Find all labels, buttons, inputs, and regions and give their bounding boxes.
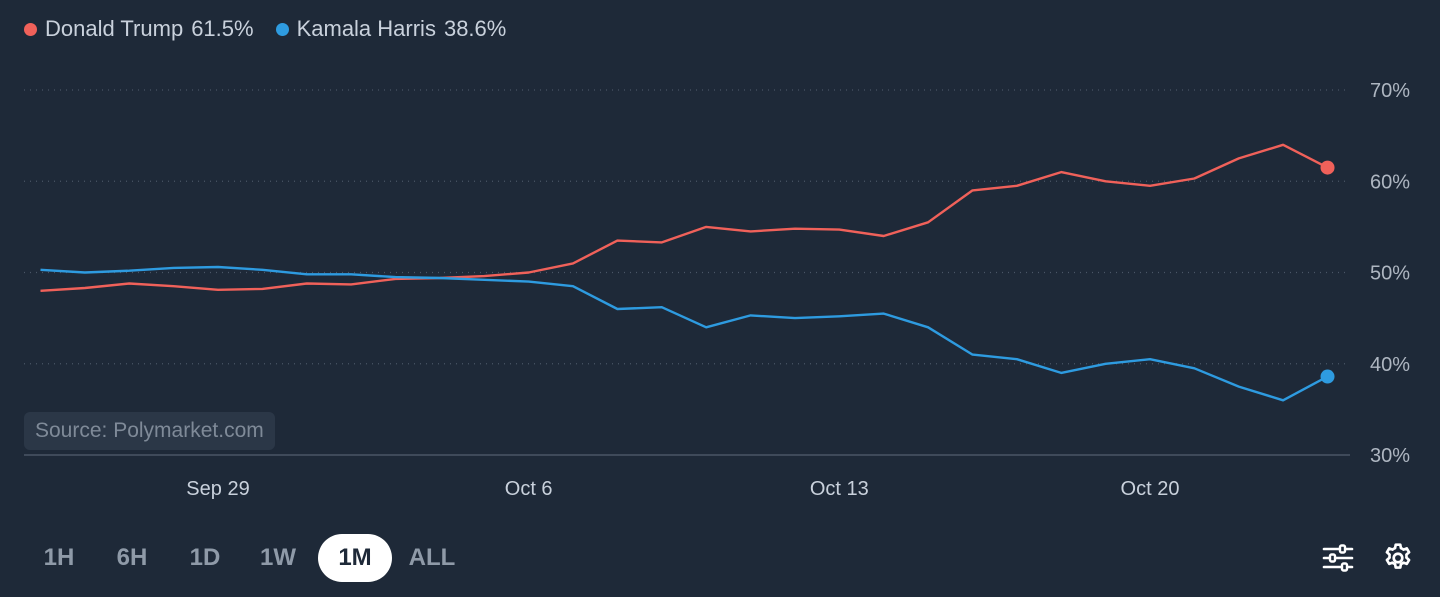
y-tick-label: 60% [1370,171,1410,193]
legend-item-harris: Kamala Harris 38.6% [275,16,507,42]
sliders-icon[interactable] [1320,538,1356,578]
chart-tools [1320,538,1416,578]
y-axis-labels: 30% 40% 50% 60% 70% [1370,80,1410,467]
legend-name-harris: Kamala Harris [296,16,436,41]
range-button-1m[interactable]: 1M [318,534,392,582]
series-line-kamala-harris [40,265,1329,402]
legend-value-trump: 61.5% [191,16,254,41]
series-endpoints [1320,160,1335,384]
x-tick-label: Sep 29 [186,478,249,500]
range-button-6h[interactable]: 6H [116,544,148,571]
x-tick-label: Oct 13 [810,478,869,500]
legend: Donald Trump 61.5% Kamala Harris 38.6% [24,16,506,42]
series-line-donald-trump [40,143,1329,292]
range-button-1h[interactable]: 1H [43,544,75,571]
legend-item-trump: Donald Trump 61.5% [24,16,254,42]
endpoint-dot-kamala-harris [1320,369,1335,384]
range-button-1d[interactable]: 1D [189,544,221,571]
endpoint-dot-donald-trump [1320,160,1335,175]
y-tick-label: 50% [1370,263,1410,285]
x-tick-label: Oct 20 [1121,478,1180,500]
x-axis-labels: Sep 29 Oct 6 Oct 13 Oct 20 [186,478,1179,500]
y-tick-label: 70% [1370,80,1410,102]
legend-value-harris: 38.6% [443,16,507,41]
legend-name-trump: Donald Trump [45,16,184,41]
range-button-all[interactable]: ALL [408,544,456,571]
y-tick-label: 30% [1370,445,1410,467]
legend-dot-icon [275,22,289,36]
range-selector: 1H 6H 1D 1W 1M ALL [26,533,472,583]
gear-icon[interactable] [1380,538,1416,578]
source-badge: Source: Polymarket.com [24,412,275,450]
line-chart[interactable]: 30% 40% 50% 60% 70% Sep 29 Oct 6 Oct 13 Oct 20 [0,0,1440,520]
y-tick-label: 40% [1370,354,1410,376]
range-button-1w[interactable]: 1W [260,544,296,571]
grid-lines [24,89,1350,456]
x-tick-label: Oct 6 [505,478,553,500]
legend-dot-icon [24,22,37,36]
series-lines [40,143,1329,402]
